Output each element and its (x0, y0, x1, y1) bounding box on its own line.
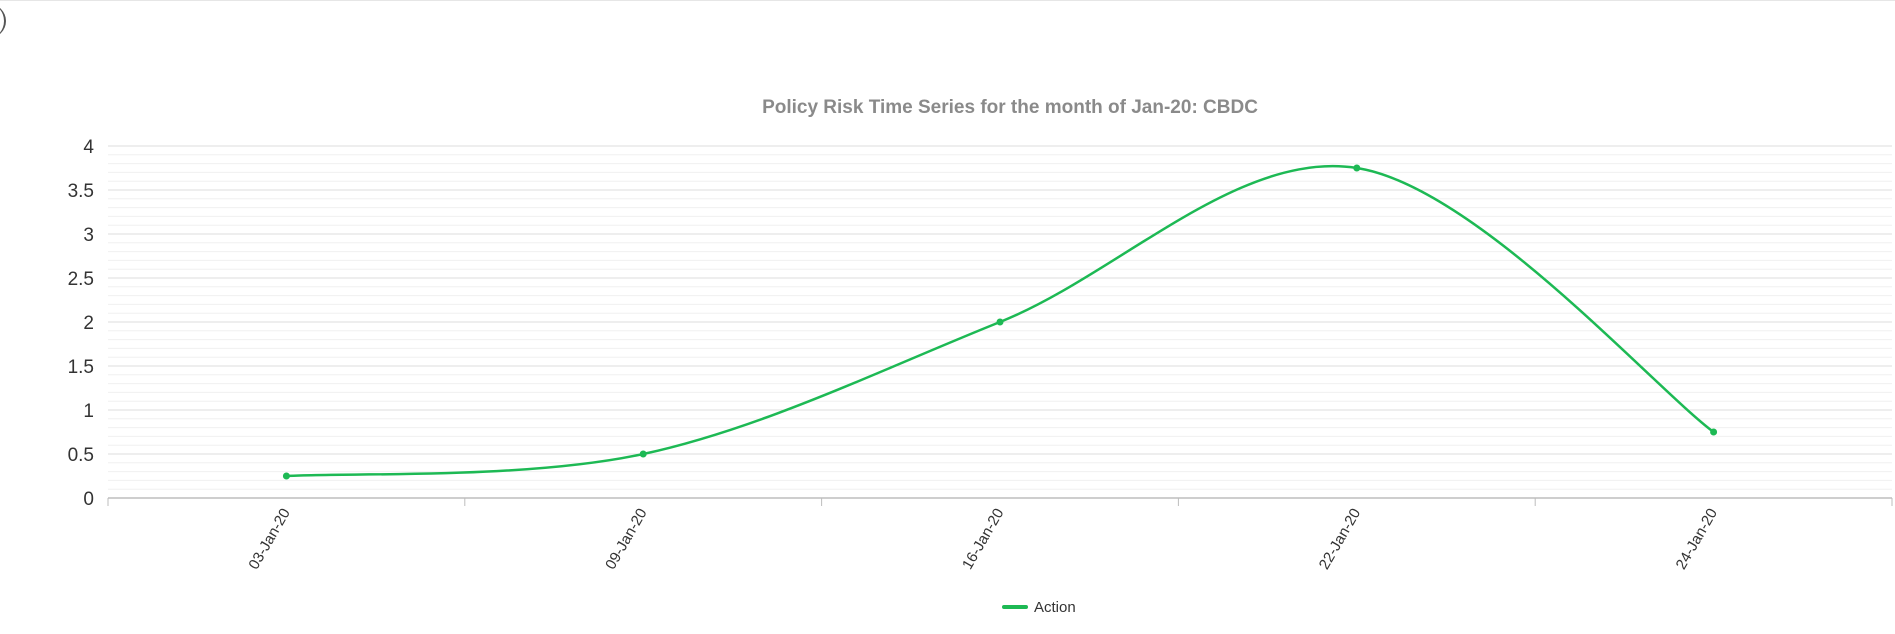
y-tick-label: 1.5 (68, 357, 94, 378)
x-axis-tick-labels: 03-Jan-20 09-Jan-20 16-Jan-20 22-Jan-20 24-J… (245, 506, 1721, 573)
y-tick-label: 2 (83, 313, 94, 334)
chart-title: Policy Risk Time Series for the month of… (762, 97, 1258, 118)
data-points (282, 164, 1718, 480)
x-axis (107, 497, 1893, 506)
x-tick-label: 22-Jan-20 (1316, 506, 1364, 573)
data-point[interactable] (282, 472, 290, 480)
y-tick-label: 3.5 (68, 181, 94, 202)
legend[interactable]: Action (1002, 599, 1076, 616)
y-tick-label: 4 (83, 137, 94, 158)
data-point[interactable] (639, 450, 647, 458)
series-line-action (286, 165, 1715, 478)
y-tick-label: 2.5 (68, 269, 94, 290)
y-tick-label: 0 (83, 489, 94, 510)
data-point[interactable] (996, 318, 1004, 326)
data-point[interactable] (1710, 428, 1718, 436)
x-tick-label: 16-Jan-20 (959, 506, 1007, 573)
x-tick-label: 09-Jan-20 (602, 506, 650, 573)
y-tick-label: 1 (83, 401, 94, 422)
y-axis-tick-labels: 0 0.5 1 1.5 2 2.5 3 3.5 4 (68, 137, 95, 510)
y-tick-label: 0.5 (68, 445, 94, 466)
top-divider (0, 0, 1895, 1)
panel-corner-mark (0, 4, 6, 38)
legend-label-action: Action (1034, 599, 1076, 616)
y-tick-label: 3 (83, 225, 94, 246)
x-tick-label: 24-Jan-20 (1673, 506, 1721, 573)
major-gridlines (108, 145, 1892, 455)
x-tick-label: 03-Jan-20 (245, 506, 293, 573)
data-point[interactable] (1353, 164, 1361, 172)
series-lines (286, 165, 1715, 478)
